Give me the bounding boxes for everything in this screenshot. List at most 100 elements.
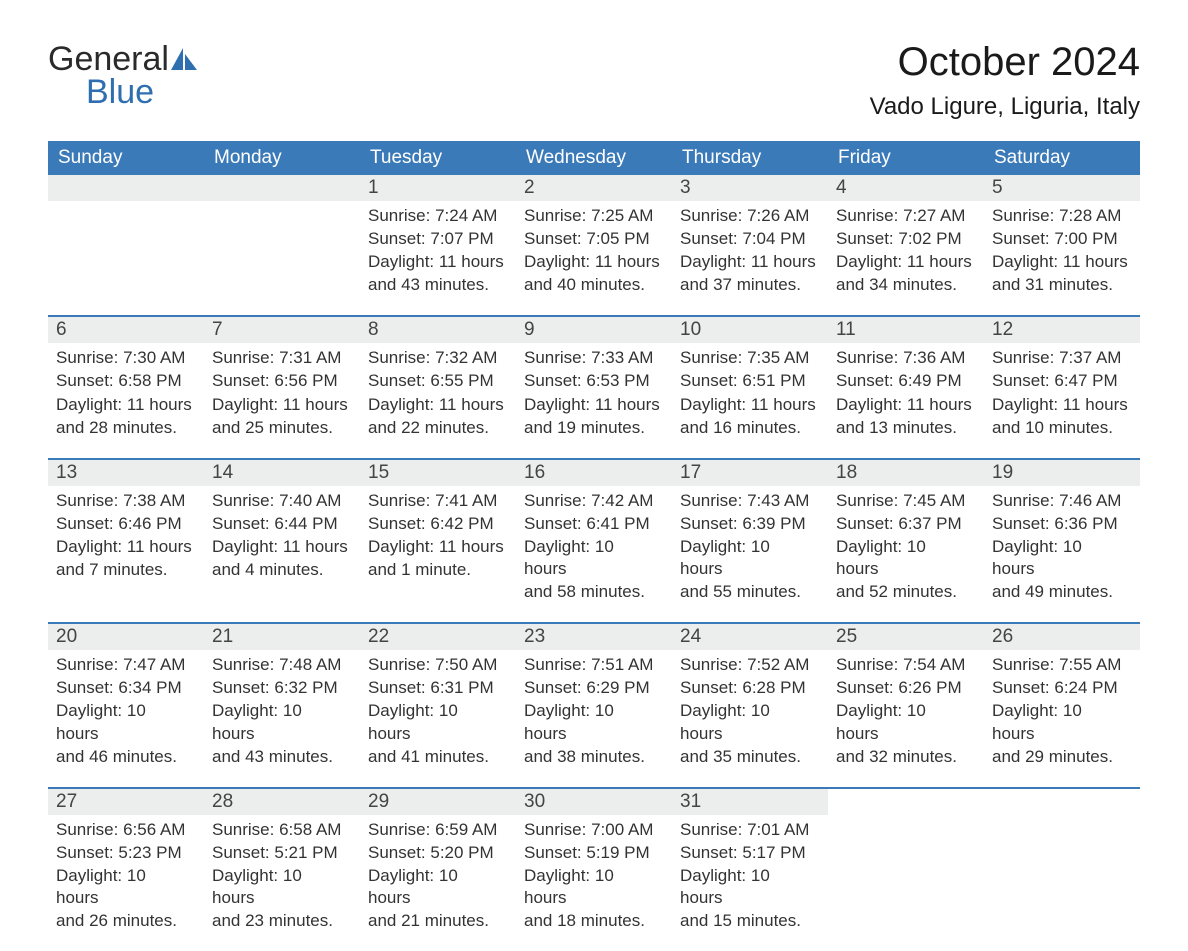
day-line-sunset: Sunset: 7:00 PM — [992, 228, 1128, 250]
day-line-sunset: Sunset: 6:58 PM — [56, 370, 192, 392]
day-line-sunrise: Sunrise: 7:26 AM — [680, 205, 816, 227]
day-line-d2: and 31 minutes. — [992, 274, 1128, 296]
day-content: Sunrise: 7:51 AMSunset: 6:29 PMDaylight:… — [518, 654, 666, 767]
day-content: Sunrise: 7:55 AMSunset: 6:24 PMDaylight:… — [986, 654, 1134, 767]
day-content: Sunrise: 7:35 AMSunset: 6:51 PMDaylight:… — [674, 347, 822, 438]
title-block: October 2024 Vado Ligure, Liguria, Italy — [870, 40, 1140, 121]
day-number: 14 — [204, 460, 360, 486]
day-line-d2: and 13 minutes. — [836, 417, 972, 439]
day-line-sunrise: Sunrise: 7:55 AM — [992, 654, 1128, 676]
day-line-d1: Daylight: 11 hours — [368, 536, 504, 558]
day-cell: 13Sunrise: 7:38 AMSunset: 6:46 PMDayligh… — [48, 460, 204, 622]
day-cell: 9Sunrise: 7:33 AMSunset: 6:53 PMDaylight… — [516, 317, 672, 457]
day-line-sunrise: Sunrise: 7:50 AM — [368, 654, 504, 676]
day-content: Sunrise: 7:50 AMSunset: 6:31 PMDaylight:… — [362, 654, 510, 767]
day-line-d1: Daylight: 10 hours — [524, 865, 660, 909]
day-line-d2: and 52 minutes. — [836, 581, 972, 603]
day-line-d2: and 35 minutes. — [680, 746, 816, 768]
day-line-d1: Daylight: 11 hours — [368, 251, 504, 273]
day-line-d2: and 29 minutes. — [992, 746, 1128, 768]
day-header-cell: Friday — [828, 141, 984, 175]
day-line-sunset: Sunset: 6:39 PM — [680, 513, 816, 535]
day-number: 7 — [204, 317, 360, 343]
day-line-d2: and 16 minutes. — [680, 417, 816, 439]
day-line-sunset: Sunset: 5:23 PM — [56, 842, 192, 864]
day-line-sunset: Sunset: 6:36 PM — [992, 513, 1128, 535]
logo: General Blue — [48, 40, 199, 112]
day-cell: 28Sunrise: 6:58 AMSunset: 5:21 PMDayligh… — [204, 789, 360, 951]
day-line-d2: and 22 minutes. — [368, 417, 504, 439]
day-line-d2: and 19 minutes. — [524, 417, 660, 439]
day-cell: 7 Sunrise: 7:31 AMSunset: 6:56 PMDaylight… — [204, 317, 360, 457]
day-number: 9 — [516, 317, 672, 343]
day-line-sunrise: Sunrise: 7:33 AM — [524, 347, 660, 369]
day-line-sunset: Sunset: 5:17 PM — [680, 842, 816, 864]
day-cell: 10 Sunrise: 7:35 AMSunset: 6:51 PMDayligh… — [672, 317, 828, 457]
day-line-sunset: Sunset: 6:56 PM — [212, 370, 348, 392]
day-line-d2: and 15 minutes. — [680, 910, 816, 932]
day-line-sunset: Sunset: 7:07 PM — [368, 228, 504, 250]
day-line-d1: Daylight: 11 hours — [524, 251, 660, 273]
day-header-row: SundayMondayTuesdayWednesdayThursdayFrid… — [48, 141, 1140, 175]
day-number: 25 — [828, 624, 984, 650]
empty-day-bar — [204, 175, 360, 201]
day-line-sunrise: Sunrise: 7:42 AM — [524, 490, 660, 512]
day-cell: 11Sunrise: 7:36 AMSunset: 6:49 PMDayligh… — [828, 317, 984, 457]
day-cell: 25 Sunrise: 7:54 AMSunset: 6:26 PMDayligh… — [828, 624, 984, 786]
day-number: 24 — [672, 624, 828, 650]
day-line-d2: and 58 minutes. — [524, 581, 660, 603]
day-line-d2: and 41 minutes. — [368, 746, 504, 768]
location: Vado Ligure, Liguria, Italy — [870, 93, 1140, 121]
day-line-sunset: Sunset: 6:29 PM — [524, 677, 660, 699]
day-cell: 2Sunrise: 7:25 AMSunset: 7:05 PMDaylight… — [516, 175, 672, 315]
day-line-sunrise: Sunrise: 7:32 AM — [368, 347, 504, 369]
day-line-d1: Daylight: 10 hours — [836, 536, 972, 580]
weeks-container: 1Sunrise: 7:24 AMSunset: 7:07 PMDaylight… — [48, 175, 1140, 951]
day-line-d2: and 34 minutes. — [836, 274, 972, 296]
day-line-sunset: Sunset: 6:49 PM — [836, 370, 972, 392]
week-row: 20Sunrise: 7:47 AMSunset: 6:34 PMDayligh… — [48, 622, 1140, 786]
day-line-sunrise: Sunrise: 7:31 AM — [212, 347, 348, 369]
day-line-d1: Daylight: 10 hours — [680, 536, 816, 580]
day-line-d1: Daylight: 10 hours — [368, 700, 504, 744]
day-line-d2: and 55 minutes. — [680, 581, 816, 603]
day-line-sunrise: Sunrise: 7:43 AM — [680, 490, 816, 512]
day-content: Sunrise: 7:38 AMSunset: 6:46 PMDaylight:… — [50, 490, 198, 581]
day-number: 19 — [984, 460, 1140, 486]
day-line-sunset: Sunset: 6:26 PM — [836, 677, 972, 699]
day-line-sunset: Sunset: 6:42 PM — [368, 513, 504, 535]
day-number: 22 — [360, 624, 516, 650]
day-line-sunrise: Sunrise: 7:52 AM — [680, 654, 816, 676]
day-content: Sunrise: 7:28 AMSunset: 7:00 PMDaylight:… — [986, 205, 1134, 296]
day-line-d1: Daylight: 11 hours — [992, 251, 1128, 273]
day-number: 16 — [516, 460, 672, 486]
day-content: Sunrise: 7:54 AMSunset: 6:26 PMDaylight:… — [830, 654, 978, 767]
day-content: Sunrise: 7:27 AMSunset: 7:02 PMDaylight:… — [830, 205, 978, 296]
day-line-sunrise: Sunrise: 7:46 AM — [992, 490, 1128, 512]
day-number: 18 — [828, 460, 984, 486]
day-cell: 20Sunrise: 7:47 AMSunset: 6:34 PMDayligh… — [48, 624, 204, 786]
logo-text-blue: Blue — [86, 73, 154, 112]
day-line-sunrise: Sunrise: 7:24 AM — [368, 205, 504, 227]
day-number: 10 — [672, 317, 828, 343]
day-cell — [204, 175, 360, 315]
day-cell: 12Sunrise: 7:37 AMSunset: 6:47 PMDayligh… — [984, 317, 1140, 457]
day-header-cell: Thursday — [672, 141, 828, 175]
day-line-sunrise: Sunrise: 6:58 AM — [212, 819, 348, 841]
week-row: 6Sunrise: 7:30 AMSunset: 6:58 PMDaylight… — [48, 315, 1140, 457]
day-line-d2: and 4 minutes. — [212, 559, 348, 581]
week-row: 27Sunrise: 6:56 AMSunset: 5:23 PMDayligh… — [48, 787, 1140, 951]
day-number: 12 — [984, 317, 1140, 343]
day-line-sunrise: Sunrise: 7:38 AM — [56, 490, 192, 512]
day-line-sunset: Sunset: 6:51 PM — [680, 370, 816, 392]
day-line-d2: and 43 minutes. — [368, 274, 504, 296]
day-line-sunrise: Sunrise: 6:59 AM — [368, 819, 504, 841]
day-line-sunset: Sunset: 5:19 PM — [524, 842, 660, 864]
day-number: 17 — [672, 460, 828, 486]
day-content: Sunrise: 7:42 AMSunset: 6:41 PMDaylight:… — [518, 490, 666, 603]
day-line-d1: Daylight: 10 hours — [212, 865, 348, 909]
day-content: Sunrise: 7:52 AMSunset: 6:28 PMDaylight:… — [674, 654, 822, 767]
day-number: 11 — [828, 317, 984, 343]
day-content: Sunrise: 7:31 AMSunset: 6:56 PMDaylight:… — [206, 347, 354, 438]
day-line-d1: Daylight: 10 hours — [992, 536, 1128, 580]
